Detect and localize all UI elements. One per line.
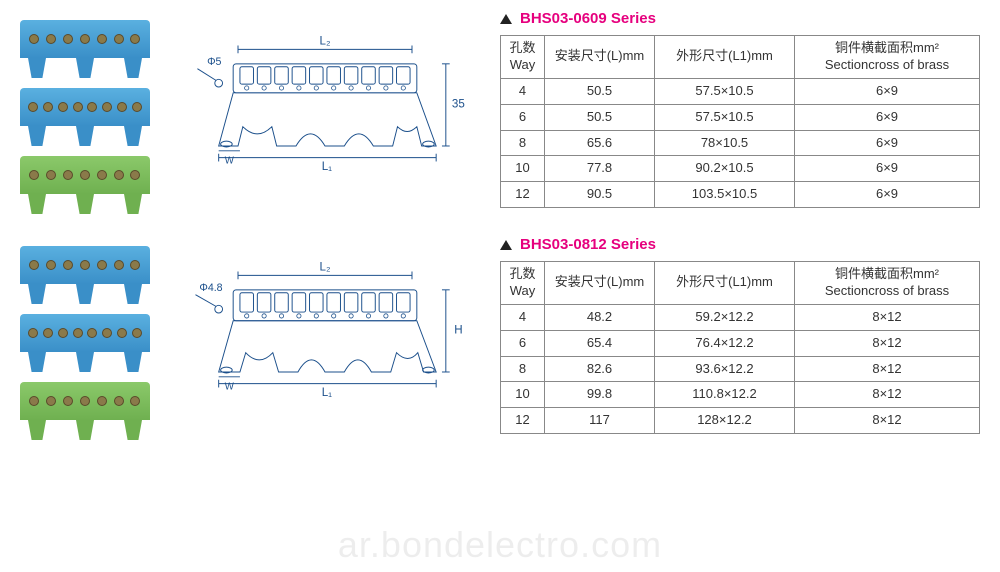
table-cell: 57.5×10.5 xyxy=(655,78,795,104)
table-cell: 77.8 xyxy=(545,156,655,182)
table-cell: 50.5 xyxy=(545,78,655,104)
table-cell: 48.2 xyxy=(545,304,655,330)
table-wrap-0609: BHS03-0609 Series 孔数Way 安装尺寸(L)mm 外形尺寸(L… xyxy=(480,10,980,208)
table-cell: 12 xyxy=(501,182,545,208)
table-row: 665.476.4×12.28×12 xyxy=(501,330,980,356)
table-row: 865.678×10.56×9 xyxy=(501,130,980,156)
series-title-0609: BHS03-0609 Series xyxy=(500,10,980,27)
table-cell: 8×12 xyxy=(795,382,980,408)
table-cell: 76.4×12.2 xyxy=(655,330,795,356)
section-0609: L₂ L₁ xyxy=(0,0,1000,226)
label-phi: Φ5 xyxy=(207,56,221,68)
table-row: 448.259.2×12.28×12 xyxy=(501,304,980,330)
table-cell: 90.2×10.5 xyxy=(655,156,795,182)
table-cell: 59.2×12.2 xyxy=(655,304,795,330)
table-cell: 8×12 xyxy=(795,356,980,382)
triangle-icon xyxy=(500,14,512,24)
terminal-green-2 xyxy=(20,382,150,442)
table-row: 1099.8110.8×12.28×12 xyxy=(501,382,980,408)
table-cell: 6×9 xyxy=(795,104,980,130)
table-cell: 90.5 xyxy=(545,182,655,208)
table-row: 882.693.6×12.28×12 xyxy=(501,356,980,382)
table-cell: 12 xyxy=(501,408,545,434)
svg-text:W: W xyxy=(225,381,235,392)
label-H: 35 xyxy=(452,98,465,110)
table-cell: 6 xyxy=(501,104,545,130)
svg-text:H: H xyxy=(454,324,462,336)
table-cell: 6×9 xyxy=(795,182,980,208)
table-cell: 57.5×10.5 xyxy=(655,104,795,130)
product-photos-0609 xyxy=(20,10,170,216)
series-name: BHS03-0812 Series xyxy=(520,236,656,253)
svg-text:L₂: L₂ xyxy=(320,261,331,273)
product-photos-0812 xyxy=(20,236,170,442)
table-cell: 8×12 xyxy=(795,408,980,434)
terminal-green-1 xyxy=(20,156,150,216)
series-name: BHS03-0609 Series xyxy=(520,10,656,27)
triangle-icon xyxy=(500,240,512,250)
svg-text:L₁: L₁ xyxy=(322,387,332,399)
table-cell: 110.8×12.2 xyxy=(655,382,795,408)
table-row: 1077.890.2×10.56×9 xyxy=(501,156,980,182)
table-cell: 99.8 xyxy=(545,382,655,408)
table-cell: 117 xyxy=(545,408,655,434)
table-cell: 103.5×10.5 xyxy=(655,182,795,208)
table-cell: 4 xyxy=(501,78,545,104)
table-cell: 8×12 xyxy=(795,304,980,330)
table-cell: 6×9 xyxy=(795,130,980,156)
terminal-blue-1 xyxy=(20,20,150,80)
spec-table-0812: 孔数Way 安装尺寸(L)mm 外形尺寸(L1)mm 铜件横截面积mm²Sect… xyxy=(500,261,980,434)
section-0812: L₂ L₁ xyxy=(0,226,1000,452)
table-cell: 8 xyxy=(501,356,545,382)
table-cell: 8 xyxy=(501,130,545,156)
table-cell: 50.5 xyxy=(545,104,655,130)
table-cell: 6 xyxy=(501,330,545,356)
table-cell: 65.6 xyxy=(545,130,655,156)
table-cell: 10 xyxy=(501,382,545,408)
diagram-0812: L₂ L₁ xyxy=(170,236,480,431)
tbody-0812: 448.259.2×12.28×12665.476.4×12.28×12882.… xyxy=(501,304,980,433)
table-cell: 128×12.2 xyxy=(655,408,795,434)
table-cell: 8×12 xyxy=(795,330,980,356)
table-cell: 78×10.5 xyxy=(655,130,795,156)
table-cell: 4 xyxy=(501,304,545,330)
table-header-row: 孔数Way 安装尺寸(L)mm 外形尺寸(L1)mm 铜件横截面积mm²Sect… xyxy=(501,36,980,79)
table-header-row: 孔数Way 安装尺寸(L)mm 外形尺寸(L1)mm 铜件横截面积mm²Sect… xyxy=(501,262,980,305)
terminal-blue-2 xyxy=(20,88,150,148)
table-cell: 10 xyxy=(501,156,545,182)
table-row: 1290.5103.5×10.56×9 xyxy=(501,182,980,208)
tbody-0609: 450.557.5×10.56×9650.557.5×10.56×9865.67… xyxy=(501,78,980,207)
table-row: 650.557.5×10.56×9 xyxy=(501,104,980,130)
table-cell: 93.6×12.2 xyxy=(655,356,795,382)
table-wrap-0812: BHS03-0812 Series 孔数Way 安装尺寸(L)mm 外形尺寸(L… xyxy=(480,236,980,434)
svg-text:Φ4.8: Φ4.8 xyxy=(199,282,222,294)
table-row: 450.557.5×10.56×9 xyxy=(501,78,980,104)
terminal-blue-4 xyxy=(20,314,150,374)
watermark: ar.bondelectro.com xyxy=(338,524,662,566)
terminal-blue-3 xyxy=(20,246,150,306)
diagram-0609: L₂ L₁ xyxy=(170,10,480,205)
table-cell: 6×9 xyxy=(795,156,980,182)
table-cell: 6×9 xyxy=(795,78,980,104)
spec-table-0609: 孔数Way 安装尺寸(L)mm 外形尺寸(L1)mm 铜件横截面积mm²Sect… xyxy=(500,35,980,208)
table-row: 12117128×12.28×12 xyxy=(501,408,980,434)
table-cell: 82.6 xyxy=(545,356,655,382)
table-cell: 65.4 xyxy=(545,330,655,356)
series-title-0812: BHS03-0812 Series xyxy=(500,236,980,253)
label-W: W xyxy=(225,155,235,166)
label-L2: L₂ xyxy=(320,35,331,47)
label-L1: L₁ xyxy=(322,161,332,173)
